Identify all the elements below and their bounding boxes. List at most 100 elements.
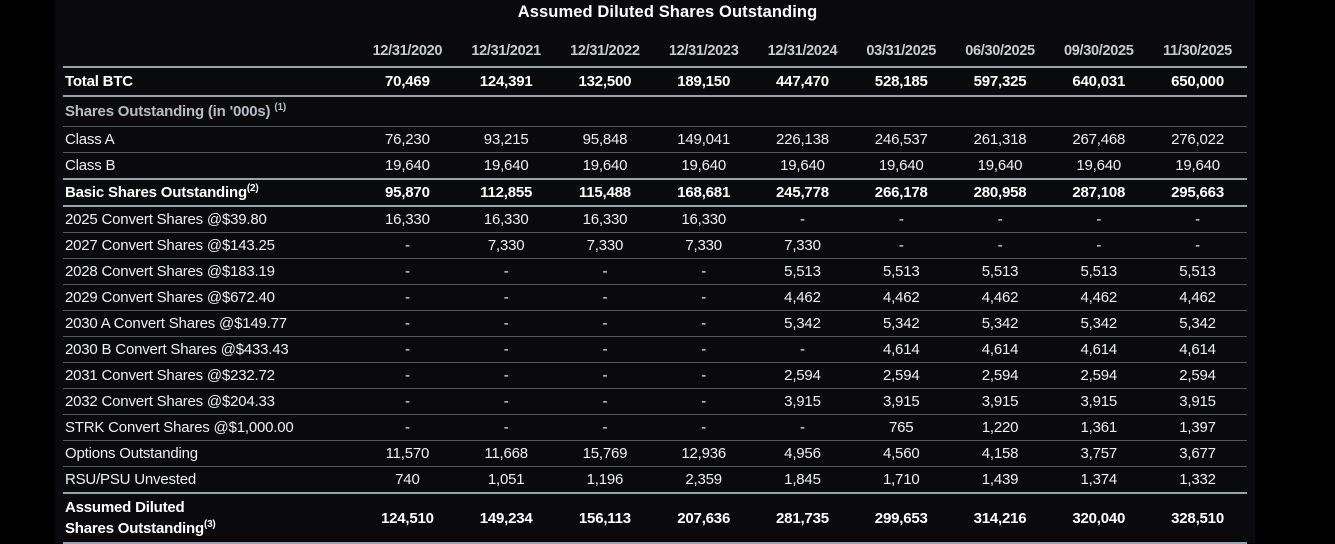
row-label: Options Outstanding (63, 440, 358, 467)
value-cell: - (555, 414, 655, 441)
row-label: 2028 Convert Shares @$183.19 (63, 258, 358, 285)
value-cell: 16,330 (358, 206, 457, 233)
value-cell: 11,668 (456, 440, 556, 467)
table-row: 2032 Convert Shares @$204.33- - - -3,915 3,9… (63, 388, 1247, 415)
row-label: 2030 A Convert Shares @$149.77 (63, 310, 358, 337)
table-row: STRK Convert Shares @$1,000.00- - - - -765 1,… (63, 414, 1247, 441)
value-cell: 2,594 (1049, 362, 1149, 389)
value-cell: 132,500 (555, 66, 655, 97)
value-cell: - (654, 362, 754, 389)
row-label: Class B (63, 152, 358, 180)
value-cell: - (654, 258, 754, 285)
value-cell: 189,150 (654, 66, 754, 97)
table-row: 2025 Convert Shares @$39.80 16,330 16,330 1… (63, 206, 1247, 233)
value-cell: - (654, 388, 754, 415)
value-cell (654, 96, 754, 127)
row-label: Basic Shares Outstanding(2) (63, 178, 358, 207)
value-cell: 7,330 (456, 232, 556, 259)
value-cell: 1,196 (555, 466, 655, 494)
column-header: 11/30/2025 (1148, 38, 1247, 68)
value-cell: 299,653 (851, 492, 951, 544)
column-header: 06/30/2025 (950, 38, 1050, 68)
value-cell: 5,513 (753, 258, 852, 285)
column-header: 12/31/2020 (358, 38, 457, 68)
value-cell: 95,848 (555, 126, 655, 153)
value-cell: - (555, 362, 655, 389)
value-cell: 19,640 (1049, 152, 1149, 180)
table-row: 2029 Convert Shares @$672.40- - - -4,462 4,4… (63, 284, 1247, 311)
value-cell: 4,614 (1049, 336, 1149, 363)
value-cell: 5,513 (851, 258, 951, 285)
value-cell: 5,513 (1049, 258, 1149, 285)
value-cell: 149,234 (456, 492, 556, 544)
value-cell: 12,936 (654, 440, 754, 467)
value-cell: - (358, 336, 457, 363)
value-cell: 16,330 (456, 206, 556, 233)
value-cell: 156,113 (555, 492, 655, 544)
value-cell: 328,510 (1148, 492, 1247, 544)
value-cell: - (358, 388, 457, 415)
value-cell: 124,510 (358, 492, 457, 544)
value-cell: 4,614 (950, 336, 1050, 363)
value-cell: 246,537 (851, 126, 951, 153)
value-cell: - (456, 284, 556, 311)
value-cell: - (358, 414, 457, 441)
value-cell: 76,230 (358, 126, 457, 153)
value-cell: 4,560 (851, 440, 951, 467)
value-cell: 266,178 (851, 178, 951, 207)
value-cell: - (555, 310, 655, 337)
value-cell: 1,332 (1148, 466, 1247, 494)
row-label: Shares Outstanding (in '000s) (1) (63, 96, 358, 127)
row-label: RSU/PSU Unvested (63, 466, 358, 494)
value-cell: 7,330 (555, 232, 655, 259)
value-cell: - (654, 310, 754, 337)
value-cell: 3,677 (1148, 440, 1247, 467)
column-header: 09/30/2025 (1049, 38, 1149, 68)
row-label: STRK Convert Shares @$1,000.00 (63, 414, 358, 441)
value-cell: 95,870 (358, 178, 457, 207)
value-cell: 2,594 (753, 362, 852, 389)
column-header: 12/31/2022 (555, 38, 655, 68)
row-label: Assumed Diluted Shares Outstanding(3) (63, 492, 358, 544)
value-cell: 597,325 (950, 66, 1050, 97)
value-cell: - (1049, 206, 1149, 233)
value-cell: 4,462 (1049, 284, 1149, 311)
value-cell: 640,031 (1049, 66, 1149, 97)
value-cell: 19,640 (654, 152, 754, 180)
value-cell: 4,158 (950, 440, 1050, 467)
value-cell: 5,342 (1148, 310, 1247, 337)
value-cell: 93,215 (456, 126, 556, 153)
value-cell: - (358, 362, 457, 389)
value-cell: 124,391 (456, 66, 556, 97)
column-header: 12/31/2023 (654, 38, 754, 68)
value-cell: - (358, 232, 457, 259)
row-label: 2031 Convert Shares @$232.72 (63, 362, 358, 389)
value-cell: 320,040 (1049, 492, 1149, 544)
value-cell (358, 96, 457, 127)
table-row: Basic Shares Outstanding(2) 95,870 112,855… (63, 178, 1247, 207)
value-cell: 1,397 (1148, 414, 1247, 441)
value-cell: - (753, 414, 852, 441)
value-cell: 314,216 (950, 492, 1050, 544)
value-cell: - (555, 336, 655, 363)
value-cell: 149,041 (654, 126, 754, 153)
value-cell: 281,735 (753, 492, 852, 544)
value-cell: 1,220 (950, 414, 1050, 441)
value-cell: - (1049, 232, 1149, 259)
value-cell: 115,488 (555, 178, 655, 207)
table-row: 2031 Convert Shares @$232.72- - - -2,594 2,5… (63, 362, 1247, 389)
row-label: Class A (63, 126, 358, 153)
value-cell: 5,513 (1148, 258, 1247, 285)
value-cell: 5,342 (1049, 310, 1149, 337)
value-cell: 19,640 (358, 152, 457, 180)
value-cell: 112,855 (456, 178, 556, 207)
value-cell: 740 (358, 466, 457, 494)
table-row: 2030 B Convert Shares @$433.43- - - - -4,614… (63, 336, 1247, 363)
value-cell: 4,614 (851, 336, 951, 363)
value-cell: 5,513 (950, 258, 1050, 285)
value-cell: - (1148, 232, 1247, 259)
value-cell: 245,778 (753, 178, 852, 207)
value-cell: 19,640 (851, 152, 951, 180)
value-cell: 70,469 (358, 66, 457, 97)
value-cell: - (555, 388, 655, 415)
